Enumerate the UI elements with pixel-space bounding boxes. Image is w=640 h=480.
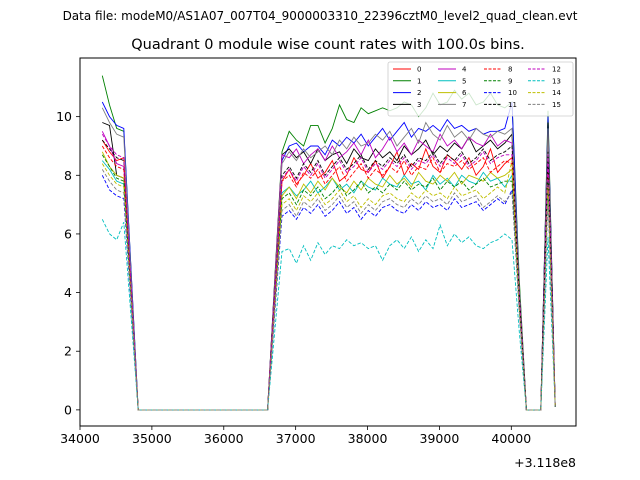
legend-label: 8 bbox=[508, 66, 512, 74]
legend-label: 7 bbox=[462, 101, 466, 109]
x-offset-text: +3.118e8 bbox=[514, 455, 576, 470]
legend-entry-10: 10 bbox=[484, 89, 517, 97]
legend-label: 6 bbox=[462, 89, 467, 97]
legend-entry-11: 11 bbox=[484, 101, 517, 109]
chart-title: Quadrant 0 module wise count rates with … bbox=[131, 37, 525, 53]
legend-label: 2 bbox=[417, 89, 421, 97]
legend-entry-5: 5 bbox=[438, 77, 466, 85]
y-tick-label: 10 bbox=[56, 109, 72, 124]
legend-label: 12 bbox=[552, 66, 561, 74]
legend-label: 14 bbox=[552, 89, 561, 97]
legend-label: 1 bbox=[417, 77, 421, 85]
legend-label: 15 bbox=[552, 101, 561, 109]
suptitle: Data file: modeM0/AS1A07_007T04_90000033… bbox=[63, 9, 578, 23]
series-line-15 bbox=[101, 169, 556, 411]
series-line-10 bbox=[101, 175, 556, 411]
legend-label: 11 bbox=[508, 101, 517, 109]
legend-entry-15: 15 bbox=[528, 101, 561, 109]
x-tick-label: 40000 bbox=[491, 431, 531, 446]
y-tick-label: 0 bbox=[64, 402, 72, 417]
legend-entry-1: 1 bbox=[393, 77, 421, 85]
legend-entry-9: 9 bbox=[484, 77, 512, 85]
legend-label: 10 bbox=[508, 89, 517, 97]
y-tick-label: 6 bbox=[64, 226, 72, 241]
y-tick-label: 4 bbox=[64, 285, 72, 300]
legend-entry-13: 13 bbox=[528, 77, 561, 85]
legend-entry-6: 6 bbox=[438, 89, 467, 97]
legend-entry-3: 3 bbox=[393, 101, 421, 109]
legend-entry-14: 14 bbox=[528, 89, 561, 97]
x-tick-label: 36000 bbox=[204, 431, 244, 446]
legend-label: 0 bbox=[417, 66, 421, 74]
y-axis: 0 2 4 6 8 10 bbox=[56, 109, 80, 417]
legend-entry-7: 7 bbox=[438, 101, 466, 109]
x-tick-label: 38000 bbox=[348, 431, 388, 446]
x-tick-label: 39000 bbox=[420, 431, 460, 446]
x-axis: 34000 35000 36000 37000 38000 39000 40000 bbox=[60, 426, 531, 446]
y-tick-label: 2 bbox=[64, 344, 72, 359]
x-tick-label: 34000 bbox=[60, 431, 100, 446]
axes-frame bbox=[79, 57, 577, 427]
legend-entry-2: 2 bbox=[393, 89, 421, 97]
legend-label: 5 bbox=[462, 77, 466, 85]
legend-entry-12: 12 bbox=[528, 66, 561, 74]
legend-label: 3 bbox=[417, 101, 421, 109]
y-tick-label: 8 bbox=[64, 168, 72, 183]
series-line-14 bbox=[101, 160, 556, 411]
legend-frame bbox=[387, 61, 574, 117]
plot-area bbox=[79, 57, 577, 427]
legend-label: 4 bbox=[462, 66, 467, 74]
series-line-13 bbox=[101, 219, 556, 411]
legend-entry-8: 8 bbox=[484, 66, 512, 74]
legend-entry-0: 0 bbox=[393, 66, 421, 74]
legend-entry-4: 4 bbox=[438, 66, 467, 74]
series-layer bbox=[101, 75, 556, 411]
legend-label: 13 bbox=[552, 77, 561, 85]
x-tick-label: 37000 bbox=[276, 431, 316, 446]
x-tick-label: 35000 bbox=[132, 431, 172, 446]
legend-label: 9 bbox=[508, 77, 512, 85]
